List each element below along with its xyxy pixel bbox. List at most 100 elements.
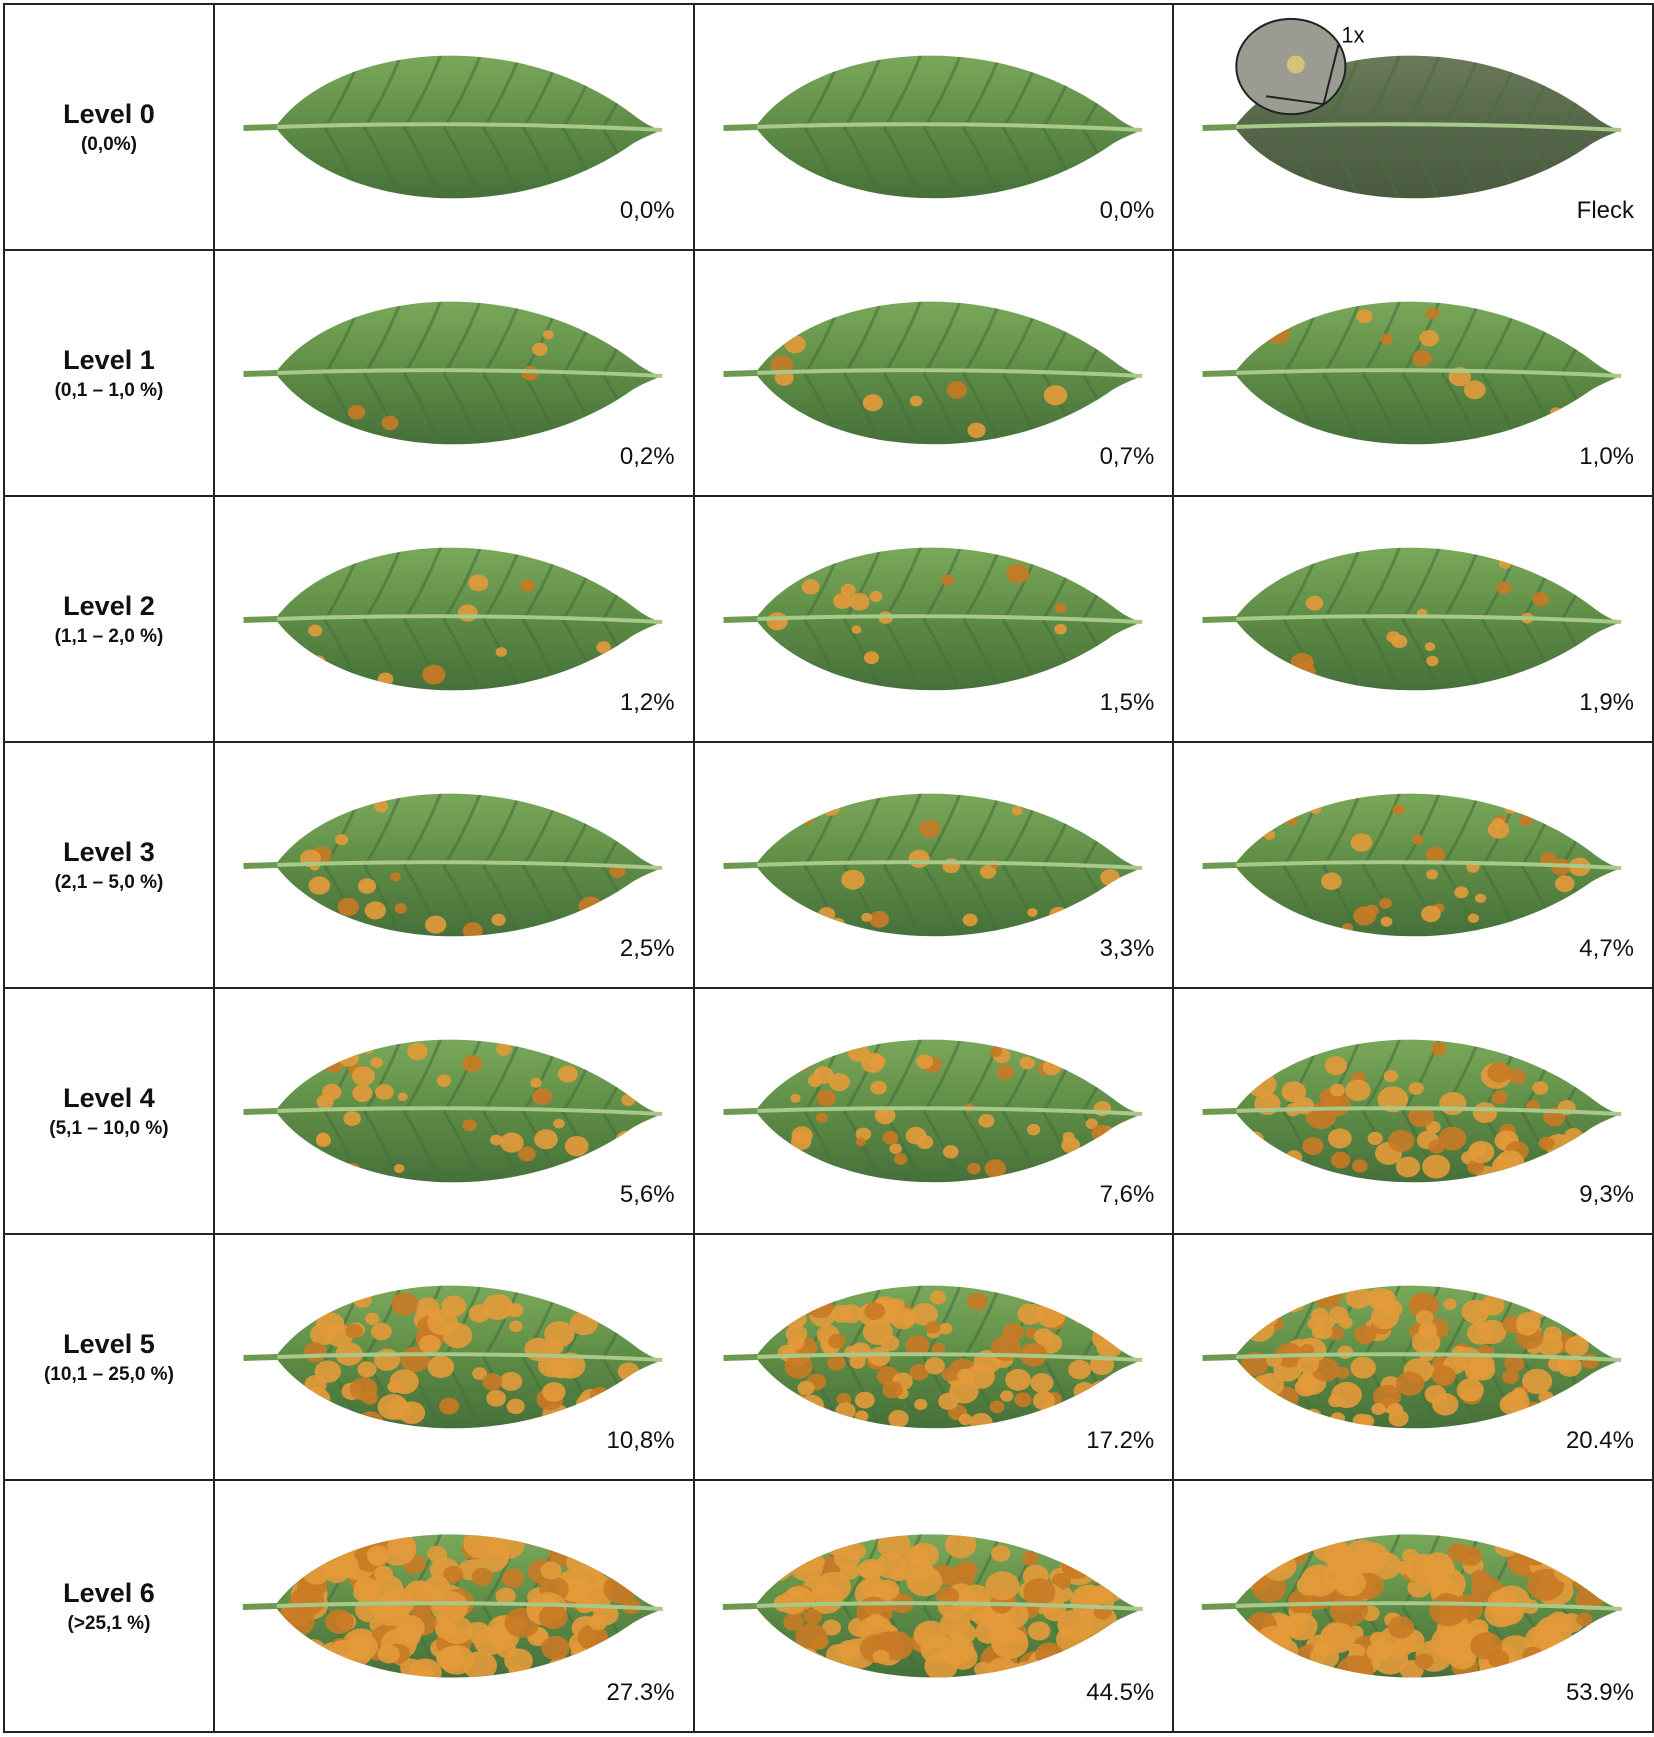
- rust-lesion: [408, 1658, 442, 1678]
- rust-lesion: [987, 1657, 1017, 1678]
- magnification-label: 1x: [1342, 23, 1365, 48]
- inset-pointer-line: [1266, 44, 1340, 106]
- rust-lesion: [1029, 1373, 1053, 1393]
- rust-lesion: [362, 1043, 374, 1054]
- rust-lesion: [1467, 1321, 1495, 1345]
- rust-lesion: [1351, 833, 1373, 852]
- rust-lesion: [615, 1130, 638, 1150]
- leaf-midrib: [723, 614, 1142, 624]
- rust-lesion: [1244, 1389, 1271, 1412]
- rust-lesion: [1379, 898, 1393, 909]
- rust-lesion: [1057, 1609, 1094, 1641]
- leaf-image: [1202, 1285, 1622, 1429]
- rust-lesion: [1557, 1356, 1583, 1377]
- severity-scale-table: Level 0 (0,0%) 0,0% 0,0% 1x Fleck Level 1 (0,1 …: [3, 3, 1654, 1733]
- rust-lesion: [302, 1561, 331, 1585]
- level-range: (>25,1 %): [67, 1612, 151, 1634]
- leaf-petiole: [243, 370, 278, 377]
- rust-lesion: [1051, 1572, 1071, 1590]
- rust-lesion: [374, 800, 389, 813]
- rust-lesion: [785, 1324, 807, 1344]
- rust-lesion: [356, 1411, 384, 1429]
- severity-percentage: 1,2%: [619, 689, 675, 716]
- rust-lesion: [1321, 872, 1343, 890]
- leaf-midrib: [242, 1601, 663, 1611]
- leaf-sample-cell: 53.9%: [1172, 1479, 1654, 1733]
- rust-lesion: [578, 896, 603, 917]
- rust-lesion: [1517, 1536, 1553, 1566]
- rust-lesion: [791, 1126, 813, 1145]
- rust-lesion: [1283, 813, 1299, 826]
- rust-lesion: [343, 1111, 361, 1126]
- rust-lesion: [387, 1534, 416, 1559]
- rust-lesion: [422, 664, 446, 685]
- rust-lesion: [789, 806, 802, 818]
- rust-lesion: [1296, 1574, 1323, 1596]
- rust-lesion: [520, 579, 535, 592]
- rust-lesion: [929, 1290, 946, 1305]
- leaf-midrib: [723, 368, 1142, 378]
- rust-lesion: [1432, 1365, 1457, 1387]
- rust-lesion: [915, 1054, 933, 1069]
- rust-lesion: [1513, 1534, 1545, 1560]
- rust-lesion: [813, 1046, 826, 1057]
- rust-lesion: [1267, 324, 1291, 344]
- rust-lesion: [544, 1321, 575, 1348]
- rust-lesion: [1053, 603, 1066, 614]
- rust-lesion: [1519, 815, 1534, 827]
- rust-lesion: [1456, 1378, 1485, 1402]
- rust-lesion: [1247, 1406, 1271, 1426]
- severity-percentage: 7,6%: [1099, 1181, 1155, 1208]
- rust-lesion: [1516, 1317, 1539, 1336]
- rust-lesion: [1099, 869, 1120, 886]
- leaf-petiole: [723, 124, 757, 131]
- rust-lesion: [1345, 1286, 1372, 1309]
- leaf-image: [243, 55, 663, 199]
- leaf-sample-cell: 1,9%: [1172, 495, 1654, 743]
- rust-lesion: [784, 1393, 808, 1414]
- rust-lesion: [946, 381, 967, 399]
- severity-percentage: 0,7%: [1099, 443, 1155, 470]
- rust-lesion: [1306, 595, 1324, 611]
- leaf-petiole: [723, 862, 757, 869]
- rust-lesion: [1581, 1353, 1600, 1369]
- rust-lesion: [807, 1074, 823, 1088]
- rust-lesion: [489, 1134, 503, 1146]
- rust-lesion: [958, 1413, 972, 1426]
- rust-lesion: [1076, 907, 1093, 921]
- rust-lesion: [310, 1410, 332, 1429]
- rust-lesion: [468, 574, 489, 592]
- rust-lesion: [804, 1401, 819, 1413]
- rust-lesion: [1062, 1131, 1075, 1142]
- severity-percentage: 9,3%: [1579, 1181, 1634, 1208]
- rust-lesion: [1526, 1568, 1565, 1601]
- rust-lesion: [1098, 1626, 1123, 1647]
- rust-lesion: [791, 917, 811, 935]
- rust-lesion: [792, 919, 804, 929]
- rust-lesion: [542, 1382, 566, 1402]
- level-label-cell: Level 1 (0,1 – 1,0 %): [3, 249, 215, 497]
- rust-lesion: [794, 1623, 828, 1652]
- rust-lesion: [1050, 1162, 1063, 1173]
- rust-lesion: [1419, 329, 1440, 347]
- rust-lesion: [1391, 634, 1408, 649]
- rust-lesion: [1067, 1359, 1091, 1380]
- rust-lesion: [595, 1649, 633, 1678]
- leaf-blade: [754, 547, 1142, 691]
- rust-lesion: [1367, 1131, 1384, 1146]
- rust-lesion: [462, 922, 483, 937]
- rust-lesion: [1425, 1562, 1450, 1583]
- severity-percentage: 2,5%: [619, 935, 675, 962]
- leaf-petiole: [722, 1603, 757, 1610]
- rust-lesion: [1088, 1302, 1118, 1328]
- rust-lesion: [1537, 918, 1559, 937]
- rust-lesion: [832, 592, 852, 609]
- level-title: Level 4: [63, 1082, 155, 1113]
- leaf-blade: [275, 793, 663, 937]
- rust-lesion: [756, 1549, 795, 1582]
- level-title: Level 5: [63, 1328, 155, 1359]
- rust-lesion: [1543, 1326, 1563, 1342]
- rust-lesion: [1576, 1612, 1593, 1627]
- level-range: (0,1 – 1,0 %): [54, 379, 164, 401]
- rust-lesion: [1337, 1655, 1374, 1678]
